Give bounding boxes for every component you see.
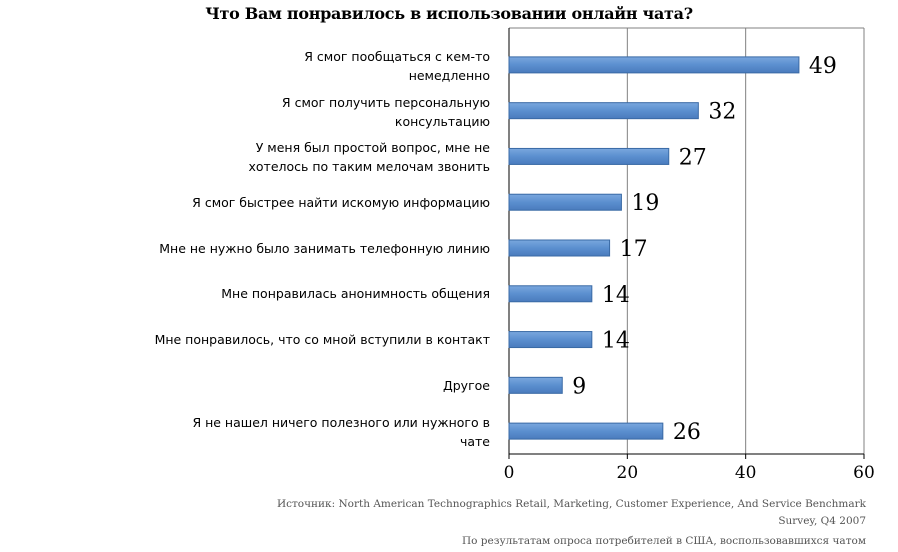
category-label: Я не нашел ничего полезного или нужного … [30, 413, 490, 451]
category-label: У меня был простой вопрос, мне не хотелос… [30, 138, 491, 176]
category-label: Мне не нужно было занимать телефонную ли… [30, 239, 490, 258]
x-tick-label: 60 [853, 463, 875, 483]
category-label-line: чате [459, 434, 490, 450]
survey-note: По результатам опроса потребителей в США… [461, 535, 866, 547]
bar [508, 331, 593, 349]
x-tick-label: 0 [504, 463, 515, 483]
category-label-line: немедленно [408, 67, 490, 83]
category-label: Я смог получить персональную консультацию [30, 93, 490, 131]
category-label-line: Мне понравилась анонимность общения [221, 286, 490, 302]
bar [508, 193, 622, 211]
bar-value-label: 17 [620, 237, 648, 262]
x-tick-labels: 0 20 40 60 [504, 463, 875, 483]
category-label: Мне понравилось, что со мной вступили в … [30, 330, 490, 349]
category-label-line: У меня был простой вопрос, мне не [255, 140, 490, 156]
gridlines [509, 27, 865, 454]
bar [508, 147, 670, 165]
category-label-line: Мне не нужно было занимать телефонную ли… [159, 240, 490, 256]
category-label-line: Я смог быстрее найти искомую информацию [192, 194, 490, 210]
category-label-line: консультацию [394, 113, 490, 129]
category-label-line: Я смог пообщаться с кем-то [304, 48, 490, 64]
category-label: Я смог быстрее найти искомую информацию [30, 193, 490, 212]
category-label-line: Другое [442, 377, 490, 393]
bar-value-label: 49 [809, 54, 837, 79]
x-tick-label: 20 [617, 463, 639, 483]
chart-title: Что Вам понравилось в использовании онла… [205, 4, 693, 23]
bar [508, 285, 593, 303]
category-label-line: Мне понравилось, что со мной вступили в … [154, 332, 490, 348]
x-tick-label: 40 [735, 463, 757, 483]
source-note-cont: Survey, Q4 2007 [778, 515, 866, 527]
category-label: Другое [30, 376, 490, 395]
bar-value-label: 9 [572, 374, 586, 399]
category-label-line: Я смог получить персональную [281, 94, 490, 110]
bar [508, 239, 611, 257]
category-label-line: хотелось по таким мелочам звонить [248, 159, 491, 175]
bar [508, 56, 800, 74]
bar-value-label: 32 [708, 100, 736, 125]
bar-value-label: 26 [673, 420, 701, 445]
bars [508, 56, 800, 440]
category-label-line: Я не нашел ничего полезного или нужного … [192, 415, 490, 431]
bar [508, 376, 563, 394]
bar [508, 102, 699, 120]
bar [508, 422, 664, 440]
bar-value-label: 14 [602, 283, 630, 308]
source-note: Источник: North American Technographics … [276, 498, 866, 510]
category-label: Мне понравилась анонимность общения [30, 284, 490, 303]
bar-value-label: 27 [679, 145, 707, 170]
bar-value-label: 19 [631, 191, 659, 216]
bar-value-label: 14 [602, 329, 630, 354]
category-label: Я смог пообщаться с кем-то немедленно [30, 47, 490, 85]
